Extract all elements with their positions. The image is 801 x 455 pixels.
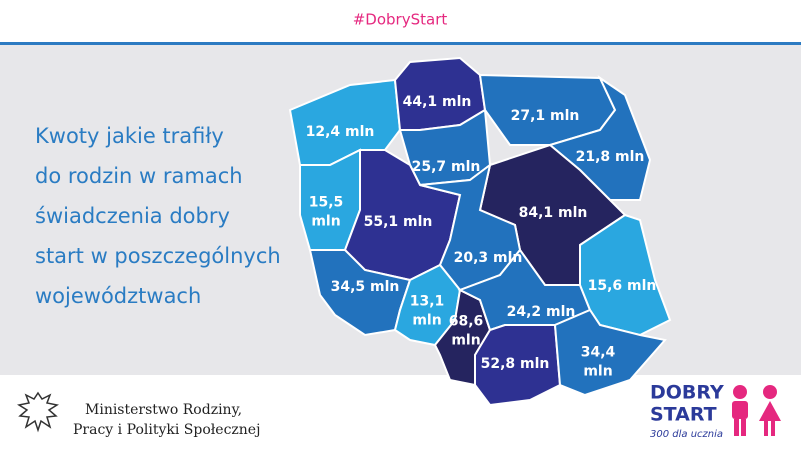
intro-line: świadczenia dobry <box>35 204 230 228</box>
intro-text: Kwoty jakie trafiły do rodzin w ramach świ… <box>35 124 281 308</box>
ministry-line: Pracy i Polityki Społecznej <box>73 422 260 438</box>
region-label: 44,1 mln <box>403 94 472 110</box>
ministry-line: Ministerstwo Rodziny, <box>85 402 242 418</box>
region-label: 68,6 <box>449 314 484 330</box>
region-label: mln <box>451 333 480 349</box>
emblem <box>17 391 59 433</box>
header-rule <box>0 42 801 45</box>
map: 12,4 mln 44,1 mln 27,1 mln 21,8 mln 25,7 mln… <box>288 56 672 407</box>
region-label: mln <box>412 313 441 329</box>
hashtag: #DobryStart <box>353 11 448 29</box>
region-label: 34,4 <box>581 345 616 361</box>
logo-line: START <box>650 404 717 426</box>
region-label: mln <box>311 214 340 230</box>
region-label: 13,1 <box>410 294 445 310</box>
region-label: 55,1 mln <box>364 214 433 230</box>
region-label: 24,2 mln <box>507 304 576 320</box>
region-label: 84,1 mln <box>519 205 588 221</box>
region-label: 25,7 mln <box>412 159 481 175</box>
region <box>474 324 562 407</box>
ministry-name: Ministerstwo Rodziny, Pracy i Polityki Sp… <box>73 402 260 438</box>
intro-line: województwach <box>35 284 201 308</box>
region-label: 15,5 <box>309 195 344 211</box>
intro-line: do rodzin w ramach <box>35 164 243 188</box>
region-label: 15,6 mln <box>588 278 657 294</box>
intro-line: start w poszczególnych <box>35 244 281 268</box>
region <box>553 308 667 397</box>
intro-line: Kwoty jakie trafiły <box>35 124 224 148</box>
region-label: mln <box>583 364 612 380</box>
slogan: 300 dla ucznia <box>650 429 723 440</box>
region-label: 52,8 mln <box>481 356 550 372</box>
region-label: 27,1 mln <box>511 108 580 124</box>
kids-icon <box>732 385 781 436</box>
region-label: 34,5 mln <box>331 279 400 295</box>
region <box>579 213 672 337</box>
logo-line: DOBRY <box>650 382 724 404</box>
region-label: 21,8 mln <box>576 149 645 165</box>
region-label: 12,4 mln <box>306 124 375 140</box>
logo: DOBRY START 300 dla ucznia <box>650 382 781 440</box>
region-label: 20,3 mln <box>454 250 523 266</box>
